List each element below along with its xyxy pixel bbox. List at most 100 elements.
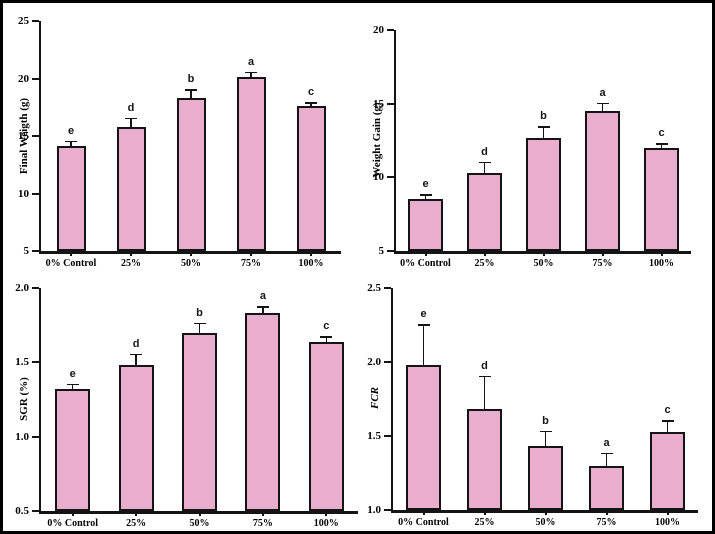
x-tick [70, 251, 72, 256]
significance-letter: a [259, 290, 266, 303]
y-tick-label: 10 [373, 171, 384, 184]
bar [182, 332, 217, 511]
x-tick [135, 511, 138, 516]
x-tick [483, 251, 486, 256]
bar [296, 106, 326, 251]
error-bar-cap [596, 102, 609, 105]
y-tick [32, 361, 39, 364]
bar [467, 409, 502, 510]
y-axis-line [39, 21, 41, 253]
error-bar-cap [125, 117, 137, 120]
y-tick [384, 287, 391, 289]
y-tick [32, 435, 39, 438]
y-axis-label-weight-gain: Weight Gain (g) [371, 102, 383, 178]
y-axis-label-sgr: SGR (%) [18, 377, 30, 421]
y-tick [384, 361, 391, 363]
y-tick-label: 5 [23, 245, 30, 257]
x-tick [422, 510, 425, 515]
x-category-label: 75% [596, 517, 617, 528]
bar [589, 465, 624, 510]
error-bar-line [198, 323, 201, 333]
bar [585, 111, 620, 251]
y-axis-line [391, 288, 393, 512]
significance-letter: e [69, 367, 76, 380]
significance-letter: c [307, 86, 315, 99]
error-bar-cap [537, 126, 550, 128]
x-category-label: 0% Control [398, 517, 449, 528]
bar [55, 389, 91, 511]
x-category-label: 50% [189, 518, 210, 529]
bar [528, 446, 563, 510]
significance-letter: b [540, 110, 547, 123]
panel-final-weight-plot: 5 10 15 20 25 e 0% Control d 25% b 50% a 75% c 100% [18, 15, 341, 269]
error-bar-line [483, 376, 486, 410]
x-category-label: 100% [298, 258, 324, 269]
error-bar-line [605, 453, 608, 466]
panel-sgr-plot: 0.5 1.0 1.5 2.0 e 0% Control d 25% b 50% a 75% c 100% [15, 282, 358, 529]
error-bar-line [71, 384, 74, 390]
bar [408, 199, 443, 251]
y-tick [387, 29, 394, 31]
x-tick [605, 510, 608, 515]
significance-letter: d [481, 145, 488, 158]
error-bar-line [660, 144, 663, 148]
error-bar-cap [130, 353, 143, 356]
panel-weight-gain-plot: 5 10 15 20 e 0% Control d 25% b 50% a 75% c 100% [373, 24, 691, 269]
error-bar-cap [661, 420, 674, 422]
error-bar-cap [66, 383, 79, 386]
panel-fcr-plot: 1.0 1.5 2.0 2.5 e 0% Control d 25% b 50% a 75% c 100% [367, 282, 698, 528]
x-category-label: 100% [313, 518, 339, 529]
error-bar-line [422, 325, 425, 365]
y-tick [32, 510, 39, 512]
x-category-label: 50% [181, 258, 201, 269]
significance-letter: a [599, 86, 606, 99]
x-tick [130, 251, 132, 256]
x-category-label: 25% [474, 517, 495, 528]
x-category-label: 75% [252, 518, 273, 529]
x-category-label: 0% Control [45, 258, 97, 269]
x-category-label: 25% [474, 258, 495, 269]
y-tick [384, 509, 391, 511]
bar [236, 77, 266, 251]
x-tick [261, 511, 264, 516]
y-tick [32, 287, 39, 289]
significance-letter: d [481, 359, 488, 372]
error-bar-cap [539, 430, 552, 433]
y-tick-label: 10 [18, 187, 29, 200]
significance-letter: b [187, 73, 195, 85]
bar [245, 313, 281, 511]
error-bar-line [483, 162, 486, 173]
x-tick [660, 251, 663, 256]
x-category-label: 25% [126, 518, 147, 529]
error-bar-cap [655, 143, 668, 145]
error-bar-cap [65, 140, 77, 143]
y-tick-label: 2.0 [367, 356, 381, 368]
error-bar-cap [245, 71, 257, 74]
bar [650, 431, 685, 510]
error-bar-cap [185, 89, 197, 91]
y-tick [387, 250, 394, 252]
y-tick-label: 1.0 [15, 430, 29, 443]
y-tick-label: 2.5 [367, 282, 381, 294]
error-bar-line [130, 118, 132, 127]
y-tick [32, 250, 39, 252]
significance-letter: c [664, 404, 671, 417]
y-tick [32, 77, 39, 80]
error-bar-cap [478, 375, 491, 378]
x-tick [310, 251, 312, 256]
y-tick-label: 20 [18, 72, 29, 85]
error-bar-cap [419, 194, 432, 196]
y-axis-label-fcr: FCR [369, 386, 381, 410]
error-bar-cap [478, 161, 491, 164]
error-bar-line [70, 141, 72, 147]
x-tick [601, 251, 604, 256]
x-category-label: 0% Control [400, 258, 451, 269]
error-bar-line [250, 72, 252, 78]
y-axis-line [39, 288, 41, 513]
x-category-label: 75% [592, 258, 613, 269]
x-category-label: 100% [655, 517, 680, 528]
error-bar-line [135, 354, 137, 366]
bar [308, 341, 344, 511]
y-tick [387, 102, 394, 105]
